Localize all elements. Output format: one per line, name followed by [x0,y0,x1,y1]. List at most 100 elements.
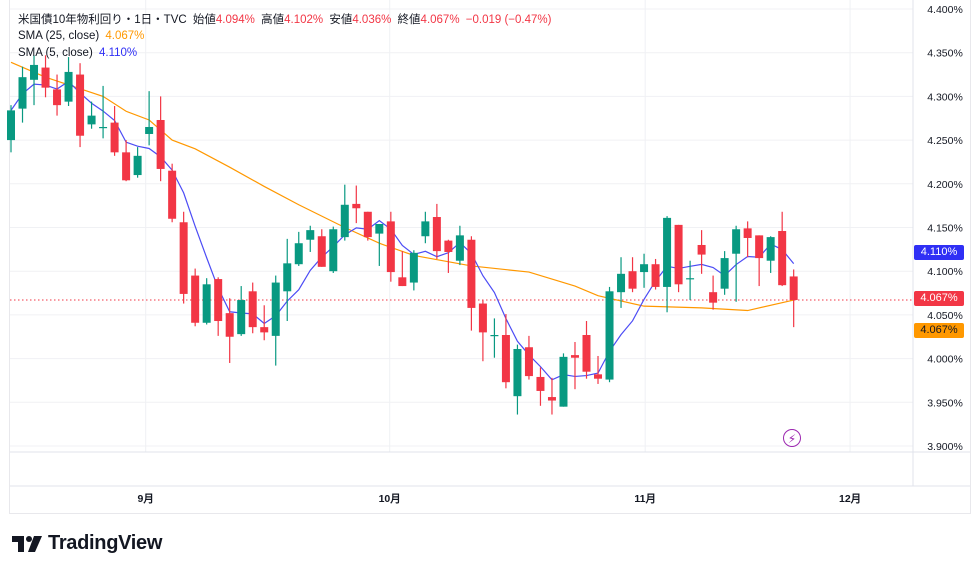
candle-up [99,126,108,129]
open-value: 4.094% [215,14,255,26]
y-tick-label: 4.250% [927,135,963,147]
sma25-label: SMA (25, close) [18,30,100,42]
candle-up [306,230,315,240]
open-label: 始値 [192,14,216,26]
candle-up [617,273,626,293]
candle-down [697,244,706,255]
y-tick-label: 3.950% [927,397,963,409]
candle-down [363,211,372,238]
candle-up [409,252,418,283]
y-tick-label: 4.300% [927,91,963,103]
candle-up [18,77,27,109]
candle-up [237,300,246,335]
candle-down [594,374,603,379]
candle-up [766,237,775,261]
candle-up [513,348,522,397]
x-tick-label: 11月 [634,493,656,505]
candle-down [628,271,637,289]
y-tick-label: 4.350% [927,48,963,60]
lightning-event-icon[interactable]: ⚡ [783,429,801,447]
candle-up [294,243,303,265]
y-tick-label: 4.400% [927,4,963,16]
last-price-badge: 4.067% [914,291,964,306]
candle-down [789,276,798,301]
sma25-value: 4.067% [105,30,145,42]
x-tick-label: 12月 [839,493,861,505]
candle-down [214,279,223,322]
y-tick-label: 4.000% [927,354,963,366]
candle-up [283,263,292,292]
candle-down [582,335,591,372]
close-label: 終値 [397,14,421,26]
candle-down [260,327,269,333]
candle-up [640,264,649,273]
candle-down [352,203,361,209]
candle-down [501,335,510,383]
candle-down [225,313,234,337]
close-value: 4.067% [420,14,460,26]
candle-up [340,204,349,238]
candle-down [743,228,752,238]
candle-up [145,126,154,134]
brand-name: TradingView [48,532,163,554]
ohlc-legend: 米国債10年物利回り・1日・TVC 始値4.094% 高値4.102% 安値4.… [18,11,554,27]
sma5-value: 4.110% [98,47,138,59]
y-tick-label: 4.100% [927,266,963,278]
low-label: 安値 [329,14,353,26]
candle-up [133,155,142,176]
candle-up [720,258,729,289]
candle-up [421,221,430,237]
tradingview-logo-icon [12,535,42,552]
change-value: −0.019 (−0.47%) [465,14,552,26]
candle-down [191,275,200,323]
y-tick-label: 4.200% [927,179,963,191]
candle-down [651,264,660,287]
candle-down [570,355,579,358]
candle-up [663,217,672,287]
tradingview-logo[interactable]: TradingView [12,532,162,555]
candle-down [778,230,787,286]
candle-up [605,291,614,380]
sma5-label: SMA (5, close) [18,47,93,59]
candle-down [41,67,50,88]
candle-down [709,292,718,303]
y-tick-label: 4.050% [927,310,963,322]
sma5-legend[interactable]: SMA (5, close) 4.110% [18,47,140,59]
candle-down [467,239,476,308]
candle-up [7,110,15,141]
candle-down [386,221,395,273]
candle-up [329,229,338,272]
x-tick-label: 10月 [379,493,401,505]
symbol-title: 米国債10年物利回り・1日・TVC [18,14,187,26]
candle-down [156,119,165,169]
candle-down [53,89,62,106]
candle-up [559,356,568,407]
sma5-price-badge: 4.110% [914,245,964,260]
candle-up [732,229,741,254]
candle-down [547,397,556,401]
candle-down [478,303,487,333]
candle-up [490,335,499,337]
candle-down [444,240,453,252]
candle-down [536,376,545,391]
candle-up [202,284,211,323]
candle-down [398,277,407,287]
x-tick-label: 9月 [137,493,153,505]
y-tick-label: 3.900% [927,441,963,453]
candle-down [248,291,257,328]
candle-up [686,278,695,280]
candle-down [432,217,441,252]
candle-down [524,347,533,377]
candle-down [674,224,683,285]
candle-down [110,122,119,153]
candle-down [755,235,764,259]
price-chart[interactable]: 4.400% 4.350% 4.300% 4.250% 4.200% 4.150% 4.10… [0,0,980,520]
candle-up [455,235,464,261]
candle-down [317,236,326,267]
candle-up [64,71,73,102]
candle-down [76,74,85,136]
sma25-price-badge: 4.067% [914,323,964,338]
sma25-legend[interactable]: SMA (25, close) 4.067% [18,30,147,42]
candle-up [271,282,280,336]
